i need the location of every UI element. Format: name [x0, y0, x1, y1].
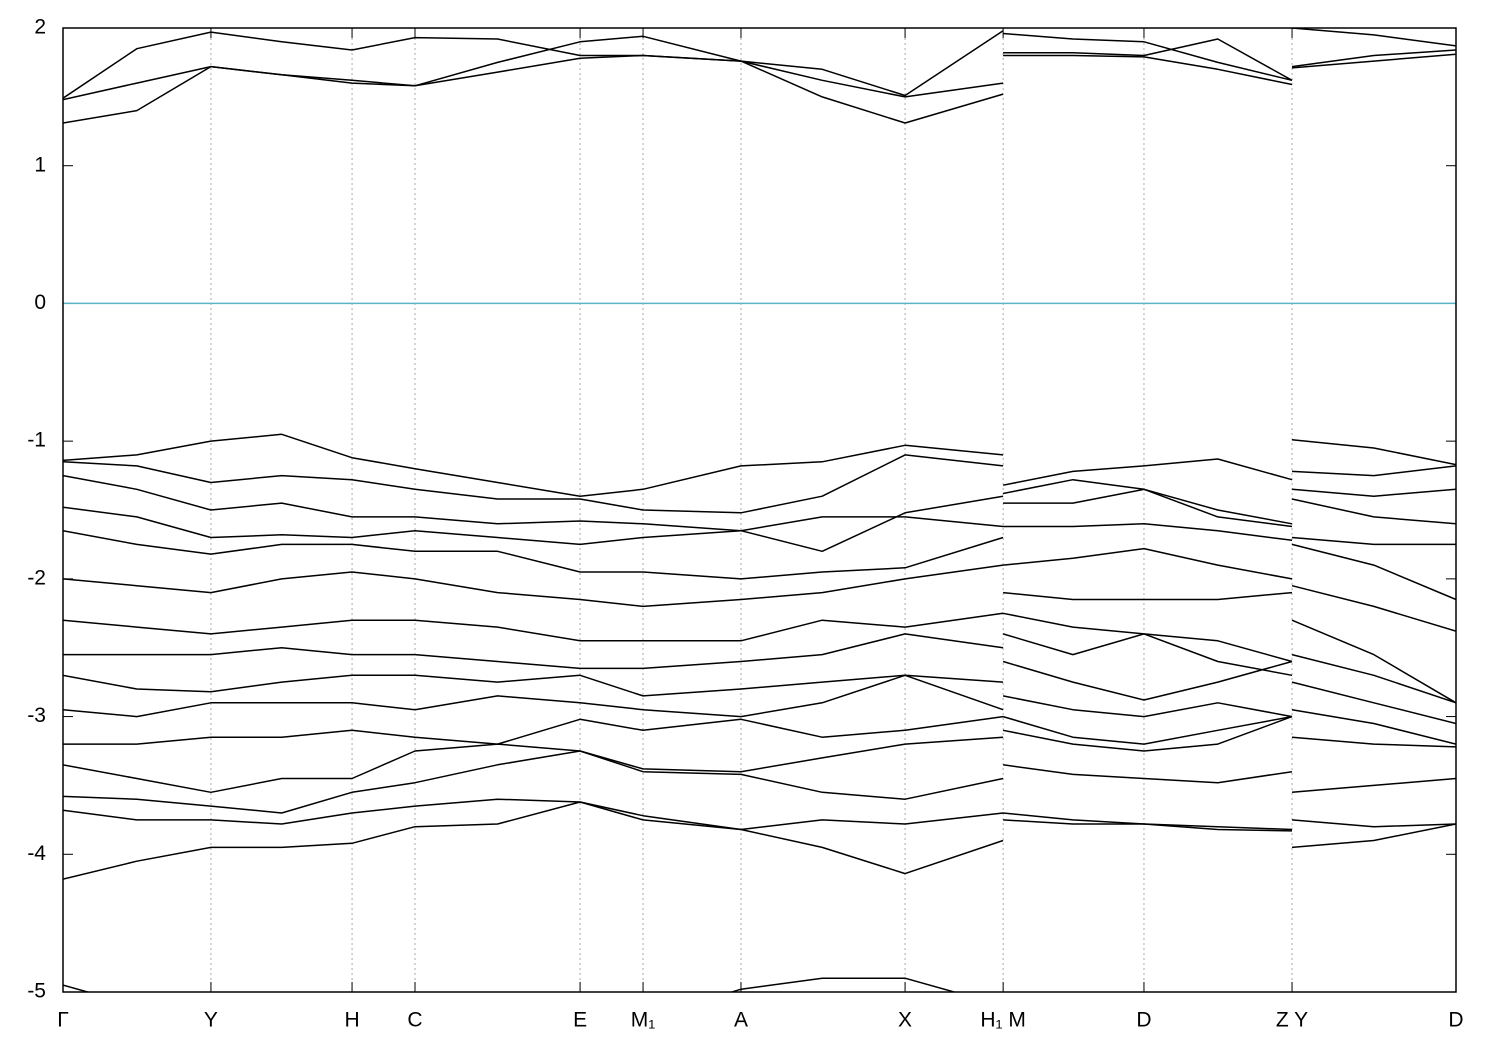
- band-line: [63, 750, 1456, 814]
- x-tick-label: Z Y: [1276, 1009, 1308, 1032]
- band-line: [63, 53, 1456, 124]
- y-tick-label: 0: [34, 291, 46, 314]
- band-line: [63, 977, 957, 992]
- x-tick-label: H₁ M: [980, 1009, 1026, 1032]
- y-tick-label: -5: [27, 980, 46, 1003]
- band-line: [63, 28, 1456, 99]
- band-line: [63, 674, 1456, 725]
- band-line: [63, 529, 1456, 580]
- band-line: [63, 498, 1456, 546]
- y-tick-label: -1: [27, 429, 46, 452]
- band-line: [63, 653, 1456, 704]
- band-line: [63, 801, 1456, 880]
- y-tick-label: 2: [34, 16, 46, 39]
- band-line: [63, 35, 1456, 101]
- x-tick-label: X: [898, 1009, 912, 1032]
- band-line: [63, 798, 1456, 831]
- x-tick-label: C: [407, 1009, 422, 1032]
- x-tick-label: A: [734, 1009, 748, 1032]
- x-tick-label: H: [344, 1009, 359, 1032]
- band-line: [63, 543, 1456, 608]
- y-tick-label: -2: [27, 566, 46, 589]
- band-line: [63, 715, 1456, 794]
- y-tick-label: -4: [27, 842, 46, 865]
- x-tick-label: D: [1136, 1009, 1151, 1032]
- band-line: [63, 708, 1456, 745]
- x-tick-label: Γ: [57, 1009, 69, 1032]
- x-tick-label: E: [573, 1009, 587, 1032]
- x-tick-label: M₁: [631, 1009, 656, 1032]
- band-line: [63, 619, 1456, 704]
- x-tick-label: Y: [204, 1009, 218, 1032]
- y-tick-label: -3: [27, 704, 46, 727]
- band-line: [63, 474, 1456, 553]
- bands: [63, 28, 1456, 992]
- x-tick-label: D: [1448, 1009, 1463, 1032]
- plot-frame: [62, 27, 1457, 993]
- y-tick-label: 1: [34, 153, 46, 176]
- band-line: [63, 433, 1456, 497]
